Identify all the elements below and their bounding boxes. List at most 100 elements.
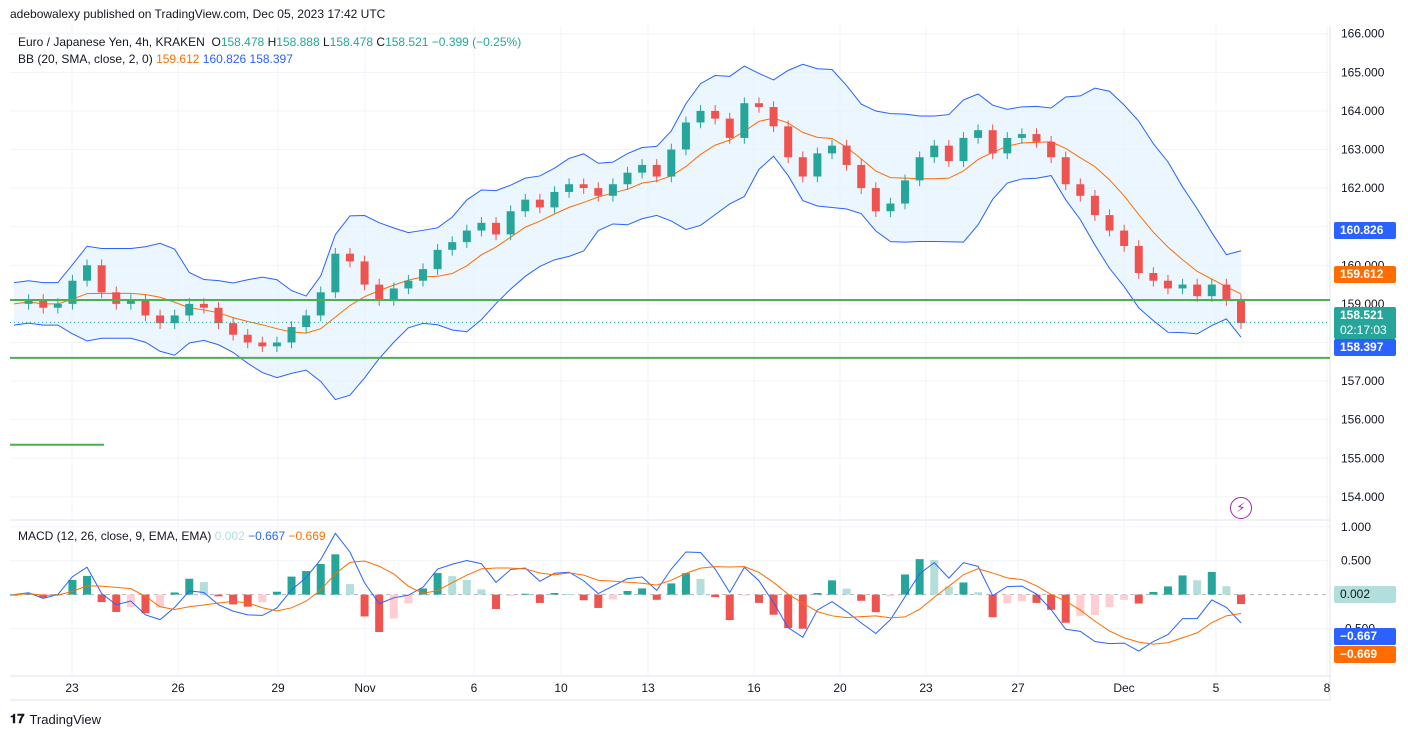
macd-hist-bar (433, 573, 442, 595)
candle-body (930, 145, 939, 158)
candle-body (68, 280, 77, 304)
brand-name: TradingView (29, 711, 102, 727)
macd-hist-bar (345, 584, 354, 595)
bb-lower-value: 158.397 (249, 52, 293, 66)
macd-hist-bar (944, 586, 953, 595)
macd-hist-bar (331, 554, 340, 595)
macd-hist-bar (959, 582, 968, 595)
candle-body (652, 164, 661, 177)
tv-logo-icon: 𝟏𝟕 (10, 711, 25, 726)
candle-body (565, 184, 574, 192)
candle-body (740, 103, 749, 138)
macd-hist-bar (1222, 586, 1231, 595)
candle-body (389, 288, 398, 301)
macd-hist-bar (83, 575, 92, 595)
candle-body (1032, 134, 1041, 142)
last-price-value: 158.521 (1340, 308, 1384, 322)
macd-hist-bar (1090, 594, 1099, 615)
time-tick-label: Nov (354, 681, 375, 695)
bollinger-bands (13, 63, 1242, 401)
candle-body (302, 315, 311, 328)
candle-body (1076, 184, 1085, 196)
macd-hist-bar (141, 594, 150, 614)
candle-body (1090, 195, 1099, 216)
macd-hist-bar (550, 593, 559, 595)
macd-hist-bar (97, 594, 106, 603)
candle-body (1120, 230, 1129, 246)
horizontal-lines (10, 299, 1330, 446)
candle-body (316, 292, 325, 316)
macd-hist-bar (1017, 594, 1026, 602)
macd-hist-bar (1003, 594, 1012, 604)
c-label: C (376, 35, 386, 49)
candle-body (462, 230, 471, 243)
candle-body (24, 300, 33, 304)
candle-body (287, 327, 296, 343)
candle-body (112, 292, 121, 304)
candle-body (331, 253, 340, 293)
signal-line (13, 560, 1242, 645)
candle-body (711, 110, 720, 119)
candle-body (828, 145, 836, 154)
macd-hist-bar (1149, 591, 1158, 595)
macd-hist-bar (667, 583, 676, 595)
candle-body (959, 137, 968, 162)
macd-tick-label: 0.500 (1341, 554, 1371, 568)
macd-hist-bar (652, 594, 661, 600)
candle-body (1105, 215, 1114, 231)
candle-body (375, 284, 384, 301)
candle-body (1047, 141, 1056, 158)
time-tick-label: 23 (919, 681, 933, 695)
candle-body (623, 172, 632, 185)
macd-hist-bar (39, 594, 48, 598)
candle-body (857, 164, 866, 189)
macd-hist-bar (579, 594, 588, 601)
candle-body (535, 199, 544, 208)
macd-hist-bar (258, 594, 267, 603)
candle-body (798, 157, 807, 177)
lower-band-tag: 158.397 (1334, 339, 1396, 356)
macd-legend: MACD (12, 26, close, 9, EMA, EMA) 0.002 … (18, 529, 326, 543)
candle-body (813, 153, 822, 177)
macd-hist-bar (681, 573, 690, 595)
time-tick-label: 27 (1011, 681, 1025, 695)
h-label: H (267, 35, 277, 49)
macd-hist-bar (754, 594, 763, 603)
macd-hist-bar (725, 594, 734, 621)
macd-hist-bar (521, 593, 530, 595)
price-tick-label: 165.000 (1341, 65, 1385, 79)
macd-hist-bar (798, 594, 807, 629)
macd-hist-bar (404, 594, 413, 604)
price-tick-label: 157.000 (1341, 374, 1385, 388)
macd-label: MACD (12, 26, close, 9, EMA, EMA) (18, 529, 212, 543)
macd-hist-bar (360, 594, 369, 617)
candle-body (404, 280, 413, 289)
candle-body (1193, 284, 1202, 297)
macd-hist-bar (711, 594, 720, 598)
macd-hist-bar (638, 588, 647, 595)
symbol-name: Euro / Japanese Yen, 4h, KRAKEN (18, 35, 205, 49)
candle-body (550, 191, 559, 208)
l-label: L (322, 35, 330, 49)
candle-body (448, 242, 457, 250)
candle-body (141, 300, 150, 316)
time-tick-label: 16 (747, 681, 761, 695)
candle-body (97, 265, 106, 293)
macd-hist-bar (68, 579, 77, 595)
open-value: 158.478 (220, 35, 265, 49)
lightning-icon[interactable]: ⚡ (1230, 497, 1252, 519)
macd-hist-bar (1193, 580, 1202, 595)
macd-hist-bar (1105, 594, 1114, 608)
macd-hist-bar (492, 594, 501, 609)
tradingview-logo[interactable]: 𝟏𝟕 TradingView (10, 711, 101, 727)
last-price-tag: 158.521 02:17:03 (1334, 307, 1396, 339)
candle-body (1178, 284, 1187, 289)
macd-hist-bar (535, 594, 544, 603)
macd-hist-bar (828, 580, 836, 595)
candle-body (419, 269, 427, 281)
time-tick-label: 8 (1324, 681, 1331, 695)
macd-hist-bar (784, 594, 793, 629)
macd-hist-bar (1061, 594, 1070, 623)
